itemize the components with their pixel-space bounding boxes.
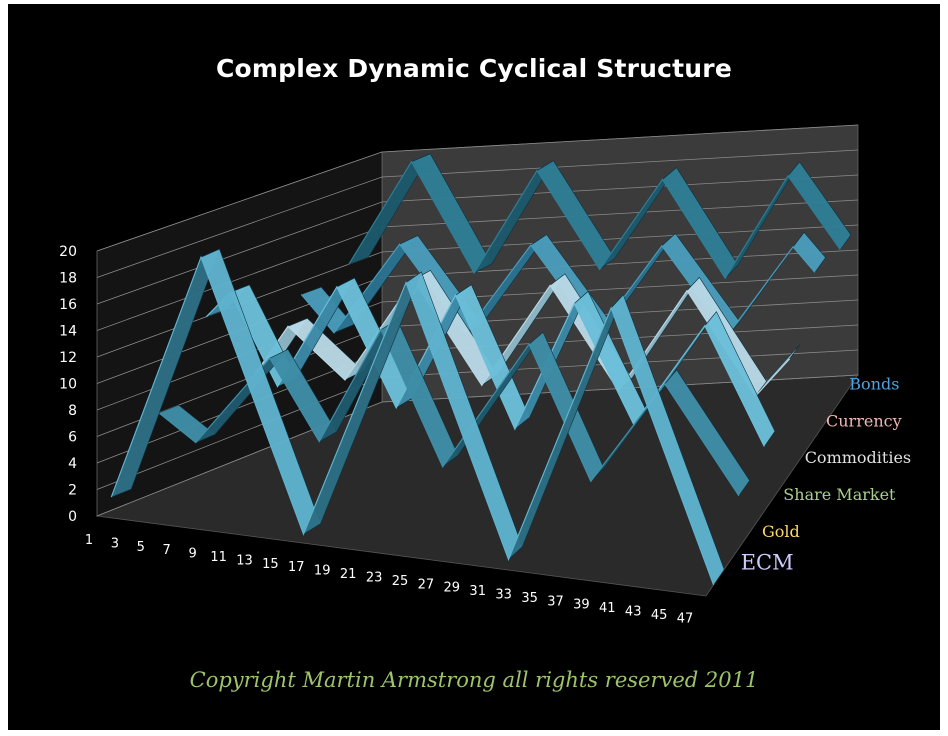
- series-line: [110, 255, 715, 586]
- y-tick-label: 18: [59, 271, 77, 287]
- x-tick-label: 47: [677, 611, 694, 626]
- y-tick-label: 12: [59, 350, 77, 366]
- y-tick-label: 10: [59, 377, 77, 393]
- x-tick-label: 23: [366, 570, 383, 585]
- chart-title: Complex Dynamic Cyclical Structure: [216, 54, 732, 83]
- x-tick-label: 39: [573, 598, 590, 613]
- x-tick-label: 13: [236, 553, 253, 568]
- x-tick-label: 43: [625, 605, 642, 620]
- series-label: Currency: [826, 411, 902, 430]
- x-tick-label: 1: [85, 533, 93, 548]
- y-tick-label: 14: [59, 324, 77, 340]
- x-tick-label: 21: [340, 567, 357, 582]
- series-label: Share Market: [783, 485, 896, 504]
- series-label: Gold: [762, 522, 800, 541]
- gridline: [96, 149, 859, 278]
- x-tick-label: 41: [599, 601, 616, 616]
- series-label: Bonds: [849, 374, 899, 393]
- x-tick-label: 17: [288, 560, 305, 575]
- x-tick-label: 29: [444, 581, 461, 596]
- x-tick-label: 27: [418, 577, 435, 592]
- y-tick-label: 0: [68, 509, 77, 525]
- gridline: [96, 124, 859, 252]
- series-label: Commodities: [805, 448, 911, 467]
- x-tick-label: 45: [651, 608, 668, 623]
- x-tick-label: 11: [210, 550, 227, 565]
- x-tick-label: 5: [137, 540, 145, 555]
- x-tick-label: 15: [262, 557, 279, 572]
- copyright-notice: Copyright Martin Armstrong all rights re…: [189, 668, 759, 692]
- x-tick-label: 35: [521, 591, 538, 606]
- x-tick-label: 33: [495, 588, 512, 603]
- y-tick-label: 20: [59, 244, 77, 260]
- x-tick-label: 25: [392, 574, 409, 589]
- y-tick-label: 6: [68, 430, 77, 446]
- x-tick-label: 3: [111, 536, 119, 551]
- x-tick-label: 37: [547, 594, 564, 609]
- y-tick-label: 8: [68, 403, 77, 419]
- series-label: ECM: [741, 551, 794, 575]
- x-tick-label: 19: [314, 564, 331, 579]
- series-line: [158, 328, 740, 497]
- gridline: [96, 174, 859, 305]
- y-tick-label: 2: [68, 483, 77, 499]
- x-tick-label: 7: [163, 543, 171, 558]
- x-tick-label: 9: [189, 547, 197, 562]
- gridline: [96, 374, 859, 517]
- series-line: [348, 160, 841, 280]
- x-tick-label: 31: [469, 584, 486, 599]
- y-tick-label: 16: [59, 297, 77, 313]
- y-tick-label: 4: [68, 456, 77, 472]
